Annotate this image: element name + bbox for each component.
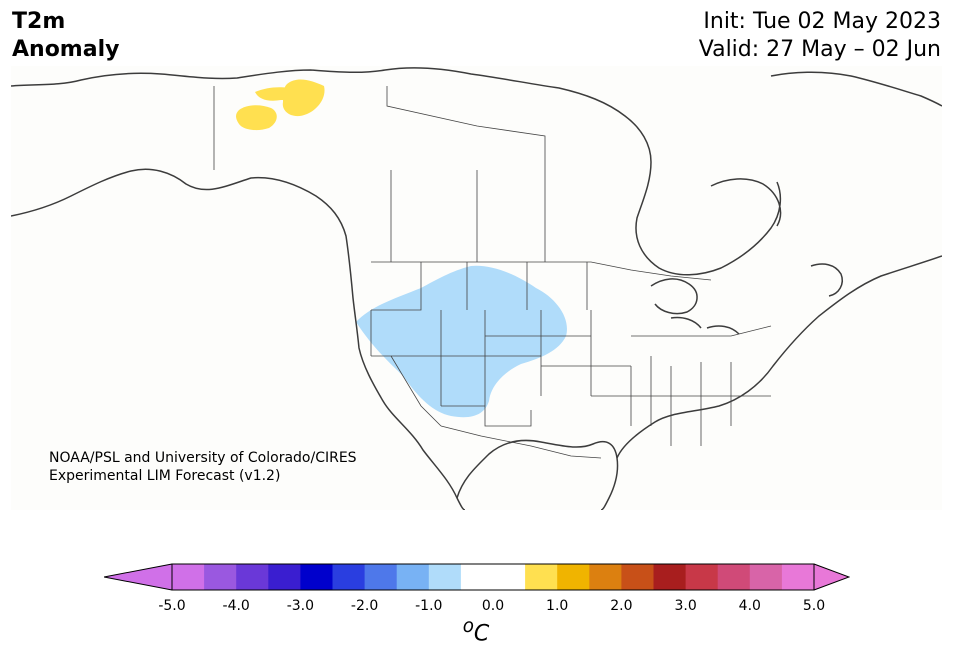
colorbar-frame [171, 563, 815, 591]
coastlines [11, 67, 942, 510]
colorbar-cell [364, 564, 398, 590]
valid-date-label: Valid: 27 May – 02 Jun [698, 37, 941, 62]
colorbar-cell [493, 564, 526, 590]
colorbar-cell [236, 564, 269, 590]
forecast-dates: Init: Tue 02 May 2023 Valid: 27 May – 02… [699, 8, 941, 64]
map-panel [11, 66, 942, 510]
colorbar-cell [589, 564, 622, 590]
colorbar-tick-label: -5.0 [158, 598, 186, 614]
colorbar-under-outline [104, 563, 173, 591]
colorbar-cells [172, 564, 815, 590]
north-america-map [11, 66, 942, 510]
colorbar-over-arrow [814, 564, 849, 590]
colorbar-tick-label: -1.0 [415, 598, 443, 614]
colorbar-tick-label: 2.0 [610, 598, 633, 614]
colorbar-tick-label: -3.0 [286, 598, 315, 614]
boundaries [213, 86, 772, 459]
colorbar-over-outline [813, 563, 850, 591]
colorbar [104, 563, 850, 591]
colorbar-cell [460, 564, 494, 590]
colorbar-cell [332, 564, 366, 590]
warm-anomaly-alaska [236, 105, 277, 131]
colorbar-cell [557, 564, 590, 590]
colorbar-cell [428, 564, 462, 590]
title-kind: Anomaly [12, 37, 120, 62]
colorbar-tick-label: 5.0 [802, 598, 826, 614]
colorbar-tick-label: 4.0 [738, 598, 761, 614]
colorbar-tick-label: 0.0 [481, 598, 505, 614]
colorbar-under-arrow [104, 564, 172, 590]
title-variable: T2m [12, 9, 66, 34]
colorbar-cell [204, 564, 237, 590]
credit-line-1: NOAA/PSL and University of Colorado/CIRE… [49, 450, 357, 466]
init-date-label: Init: Tue 02 May 2023 [703, 9, 941, 34]
colorbar-cell [717, 564, 751, 590]
colorbar-tick-label: -2.0 [350, 598, 379, 614]
colorbar-cell [172, 564, 205, 590]
colorbar-cell [300, 564, 333, 590]
unit-degree: o [462, 616, 474, 637]
warm-anomaly-yukon [255, 79, 325, 117]
colorbar-cell [525, 564, 558, 590]
forecast-credit: NOAA/PSL and University of Colorado/CIRE… [49, 449, 357, 485]
colorbar-tick-label: 1.0 [546, 598, 569, 614]
colorbar-tick-label: -4.0 [222, 598, 250, 614]
cool-anomaly-western-us [356, 265, 567, 418]
map-title: T2m Anomaly [12, 8, 119, 64]
colorbar-cell [781, 564, 815, 590]
colorbar-cell [268, 564, 301, 590]
colorbar-cell [749, 564, 783, 590]
colorbar-cell [653, 564, 687, 590]
unit-c: C [473, 621, 490, 647]
colorbar-tick-label: 3.0 [674, 598, 697, 614]
colorbar-unit: oC [463, 616, 490, 646]
credit-line-2: Experimental LIM Forecast (v1.2) [49, 468, 281, 484]
colorbar-cell [396, 564, 430, 590]
colorbar-cell [685, 564, 719, 590]
colorbar-cell [621, 564, 654, 590]
